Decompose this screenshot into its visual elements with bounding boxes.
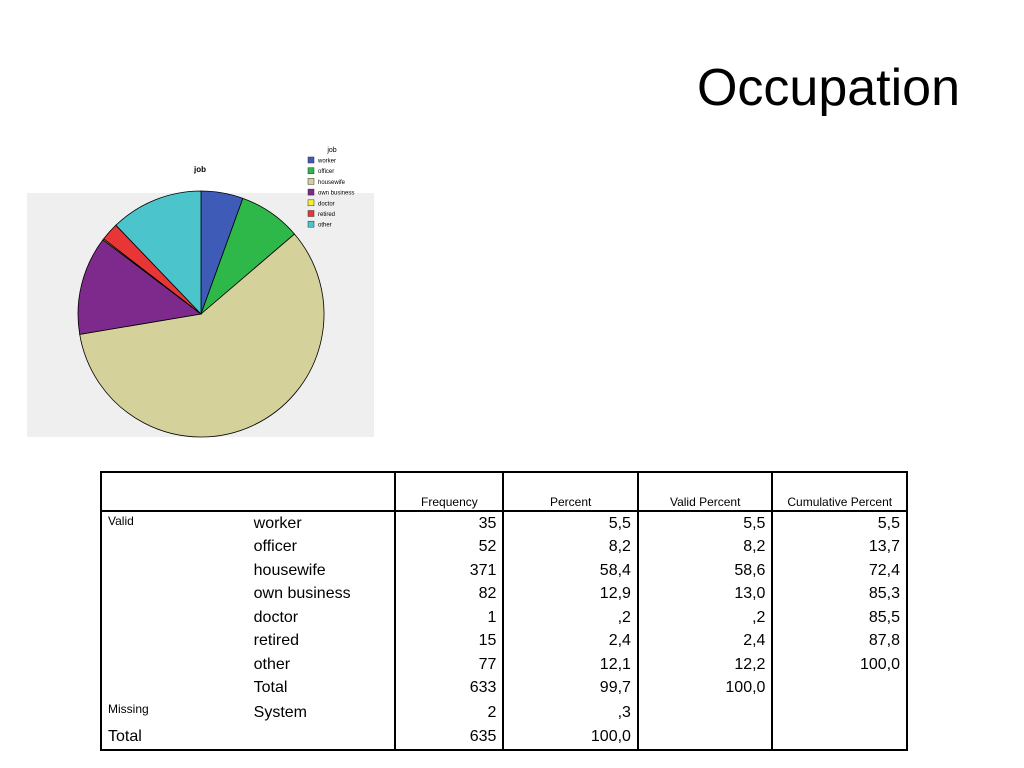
cell-valid-percent: 12,2 (636, 653, 773, 677)
header-valid-percent: Valid Percent (636, 472, 773, 512)
frequency-table: Frequency Percent Valid Percent Cumulati… (100, 471, 908, 751)
cell-percent: 8,2 (502, 535, 638, 559)
cell-frequency: 635 (394, 725, 504, 750)
cell-cumulative-percent: 72,4 (771, 559, 907, 583)
cell-valid-percent: 100,0 (636, 676, 773, 700)
legend-label-other: other (318, 223, 332, 229)
cell-valid-percent: 5,5 (636, 511, 773, 536)
cell-frequency: 77 (394, 653, 504, 677)
legend-swatch-worker (307, 156, 315, 164)
cell-frequency: 371 (394, 559, 504, 583)
cell-frequency: 35 (394, 511, 504, 536)
cell-category: housewife (253, 561, 326, 579)
cell-cumulative-percent: 5,5 (771, 511, 907, 536)
cell-cumulative-percent: 87,8 (771, 629, 907, 653)
cell-valid-percent (636, 700, 773, 726)
cell-valid-percent (636, 725, 773, 750)
legend-label-retired: retired (318, 212, 335, 218)
cell-percent: 100,0 (502, 725, 638, 750)
legend-label-own-business: own business (318, 191, 354, 197)
cell-percent: 12,1 (502, 653, 638, 677)
cell-cumulative-percent: 13,7 (771, 535, 907, 559)
header-percent: Percent (502, 472, 638, 512)
cell-percent: ,3 (502, 700, 638, 726)
cell-category: worker (253, 514, 302, 532)
legend-swatch-housewife (307, 178, 315, 185)
cell-cumulative-percent: 85,5 (771, 606, 907, 630)
cell-percent: 2,4 (502, 629, 638, 653)
header-cumulative-percent: Cumulative Percent (771, 472, 907, 512)
cell-category: own business (253, 585, 351, 603)
legend-swatch-retired (307, 210, 315, 217)
chart-title: job (193, 165, 206, 174)
table-row: Missing System 2,3 (101, 700, 907, 726)
cell-category: other (253, 655, 291, 673)
pie-chart: job job worker officer housewife own busine… (27, 147, 374, 438)
cell-category: System (253, 703, 307, 721)
table-row: Valid worker 35 5,5 5,5 5,5 (101, 511, 907, 536)
table-row: doctor 1,2,2 85,5 (101, 606, 907, 630)
cell-cumulative-percent (771, 676, 907, 700)
legend-swatch-officer (307, 167, 315, 174)
cell-valid-percent: 8,2 (636, 535, 773, 559)
group-label-valid: Valid (108, 514, 134, 528)
legend-label-worker: worker (317, 159, 336, 165)
cell-frequency: 15 (394, 629, 504, 653)
cell-cumulative-percent (771, 700, 907, 726)
cell-category: retired (253, 632, 299, 650)
cell-valid-percent: 2,4 (636, 629, 773, 653)
table-row: Total 633 99,7 100,0 (101, 676, 907, 700)
cell-percent: 5,5 (502, 511, 638, 536)
cell-valid-percent: 13,0 (636, 582, 773, 606)
cell-percent: 58,4 (502, 559, 638, 583)
cell-valid-percent: ,2 (636, 606, 773, 630)
cell-cumulative-percent: 85,3 (771, 582, 907, 606)
cell-frequency: 633 (394, 676, 504, 700)
legend: job worker officer housewife own business do… (307, 147, 354, 229)
table-body: Valid worker 35 5,5 5,5 5,5 officer 52 8,2 8,2 13,… (101, 511, 907, 750)
cell-frequency: 2 (394, 700, 504, 726)
pie-chart-container: job job worker officer housewife own busine… (0, 0, 400, 450)
cell-percent: ,2 (502, 606, 638, 630)
cell-valid-percent: 58,6 (636, 559, 773, 583)
legend-swatch-doctor (307, 199, 315, 207)
legend-label-doctor: doctor (318, 201, 335, 207)
group-label-total: Total (108, 728, 142, 746)
cell-frequency: 82 (394, 582, 504, 606)
pie-slices (77, 190, 325, 438)
legend-title: job (326, 147, 336, 154)
table-row-grand-total: Total 635 100,0 (101, 725, 907, 750)
pie-slice-housewife (79, 233, 325, 438)
table-row: officer 52 8,2 8,2 13,7 (101, 535, 907, 559)
cell-cumulative-percent: 100,0 (771, 653, 907, 677)
table-row: retired 15 2,4 2,4 87,8 (101, 629, 907, 653)
table-row: other 77 12,1 12,2 100,0 (101, 653, 907, 677)
table-row: housewife 371 58,4 58,6 72,4 (101, 559, 907, 583)
header-frequency: Frequency (394, 472, 504, 512)
pie-slice-other (115, 190, 202, 315)
cell-percent: 12,9 (502, 582, 638, 606)
legend-label-officer: officer (318, 169, 334, 175)
cell-category: Total (253, 679, 288, 697)
pie-slice-own-business (77, 239, 202, 335)
group-label-missing: Missing (108, 702, 149, 716)
cell-frequency: 1 (394, 606, 504, 630)
legend-swatch-other (307, 220, 315, 228)
cell-category: officer (253, 538, 297, 556)
legend-label-housewife: housewife (318, 180, 346, 186)
cell-frequency: 52 (394, 535, 504, 559)
table-header-row: Frequency Percent Valid Percent Cumulati… (101, 472, 907, 512)
header-corner (101, 472, 396, 512)
cell-percent: 99,7 (502, 676, 638, 700)
cell-category: doctor (253, 608, 299, 626)
legend-swatch-own-business (307, 188, 315, 196)
cell-cumulative-percent (771, 725, 907, 750)
slide-title: Occupation (696, 59, 960, 117)
table-row: own business 82 12,9 13,0 85,3 (101, 582, 907, 606)
